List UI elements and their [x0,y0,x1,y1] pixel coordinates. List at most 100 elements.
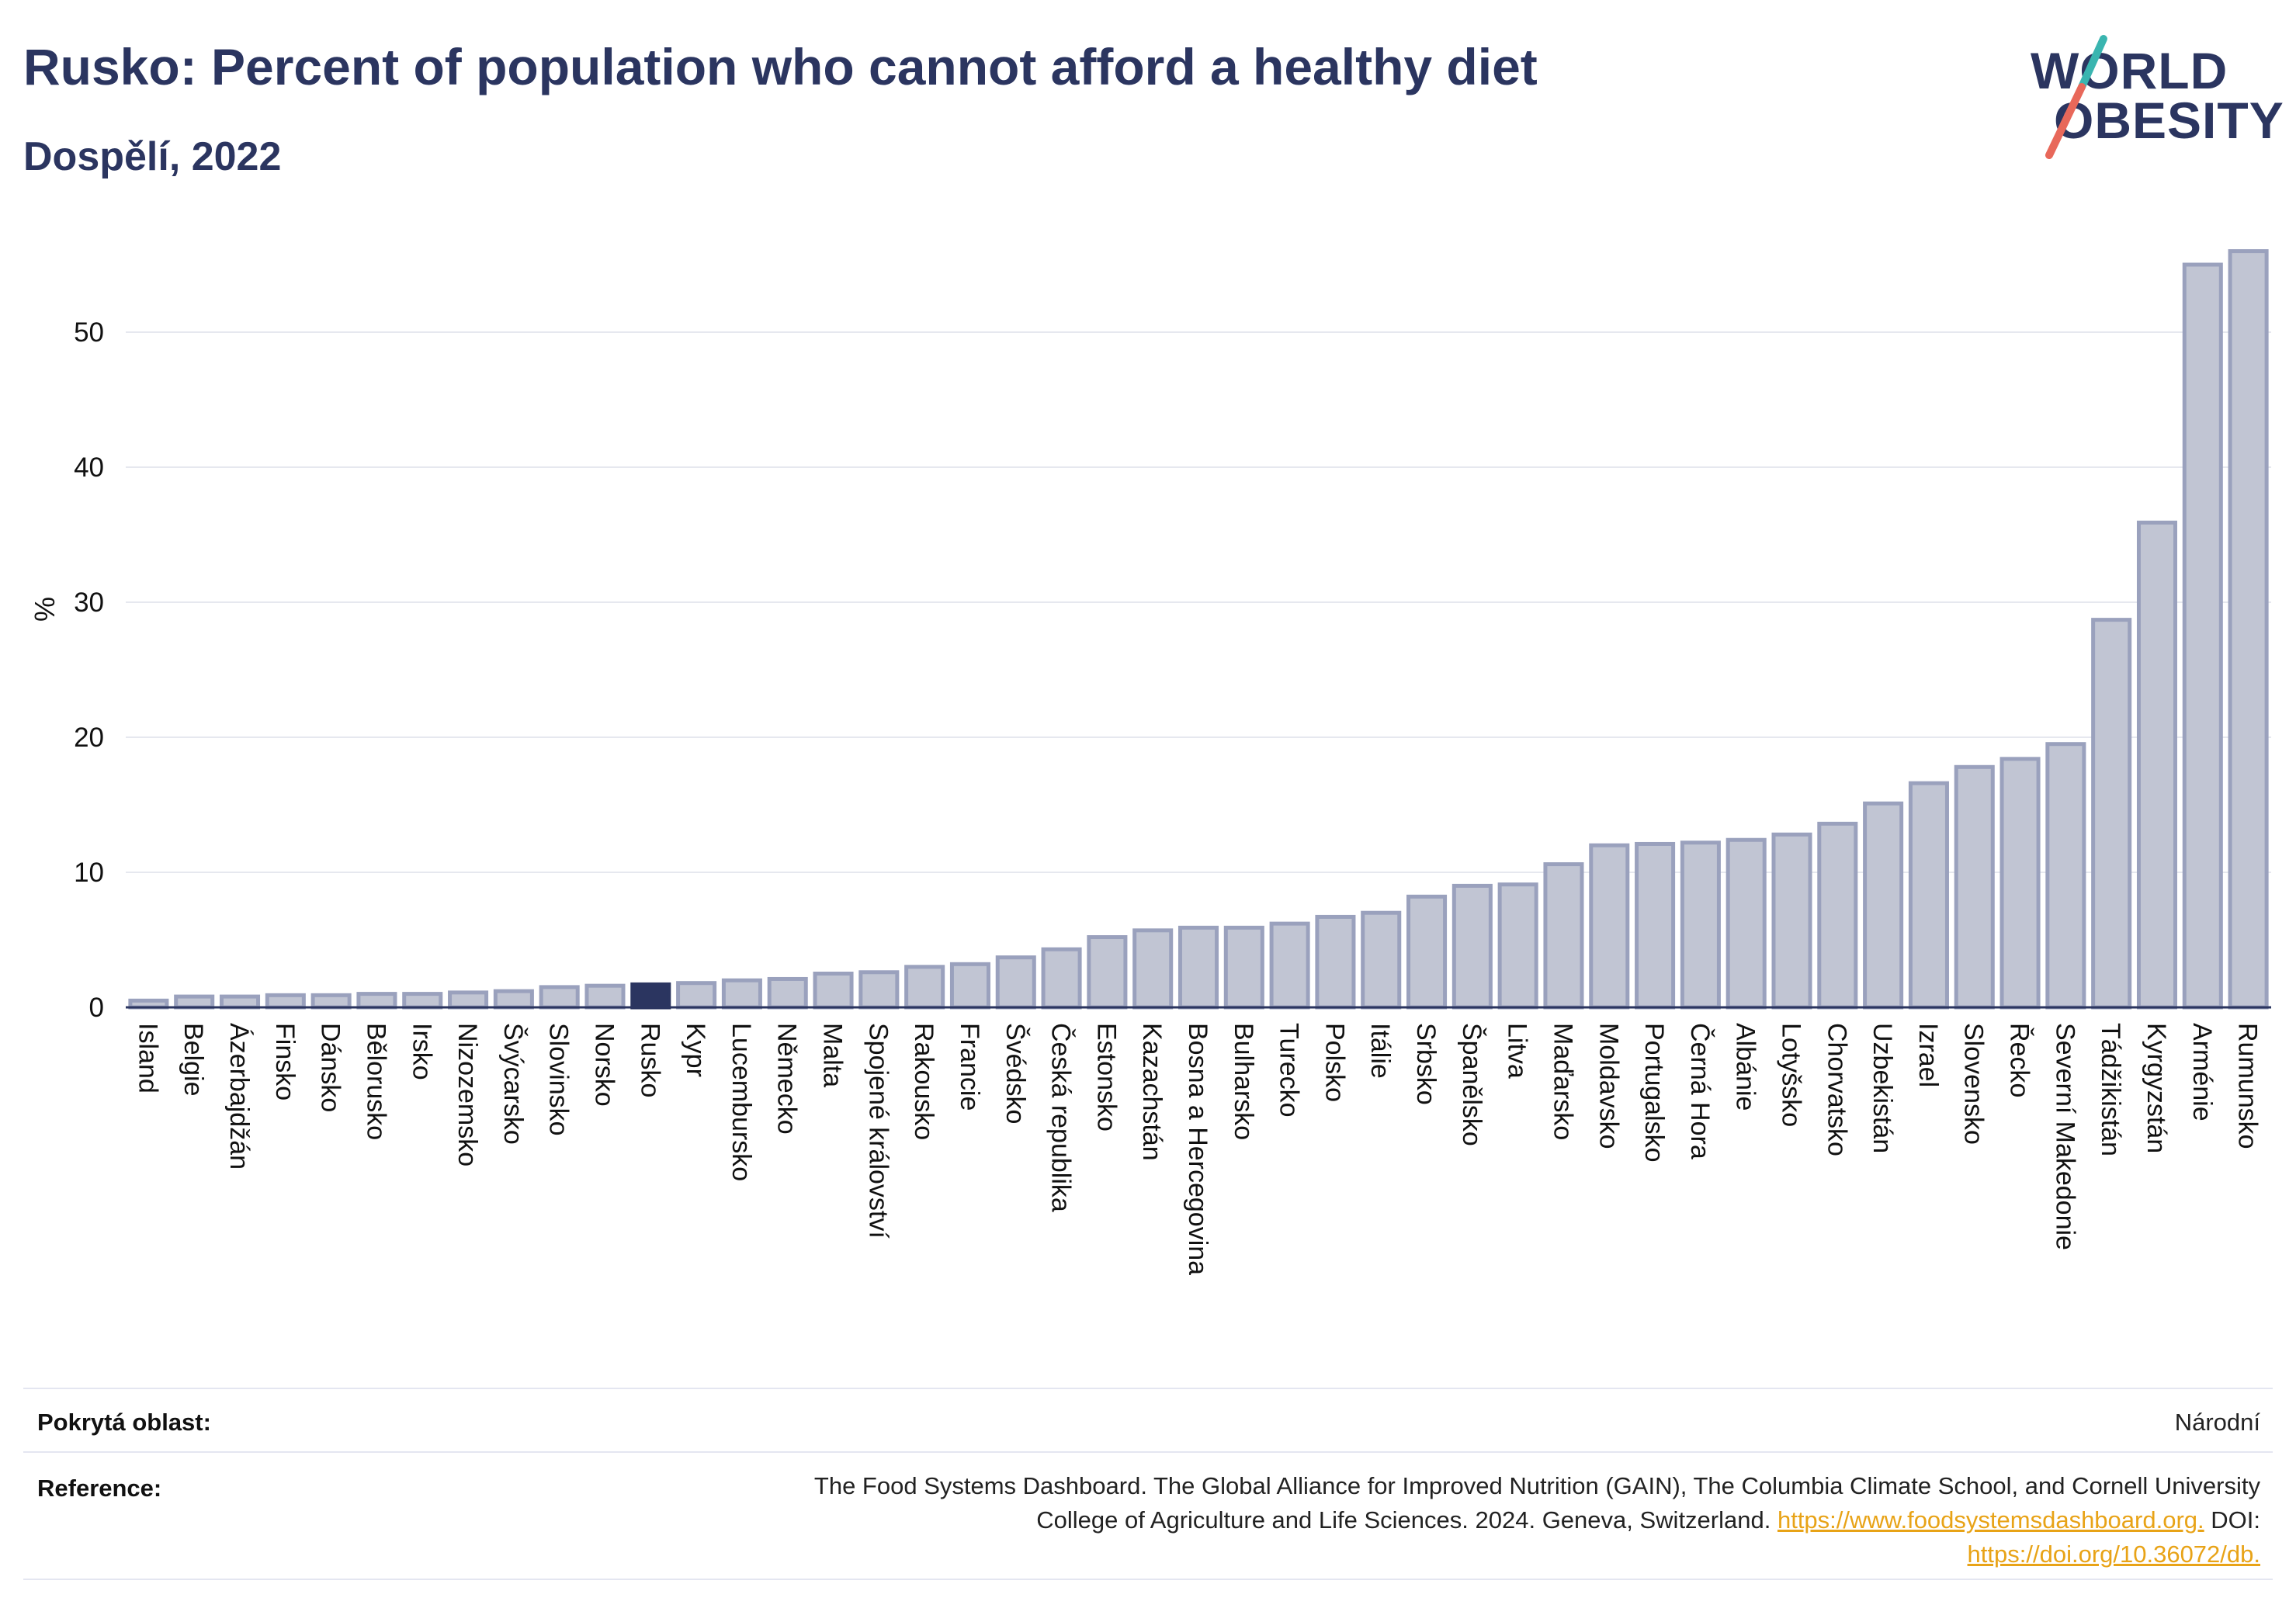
bar [676,981,717,1010]
x-tick-label: Dánsko [316,1023,345,1112]
bar [813,972,854,1010]
x-tick-label: Severní Makedonie [2050,1023,2079,1250]
x-tick-label: Finsko [270,1023,300,1100]
x-tick-label: Estonsko [1091,1023,1121,1132]
x-tick-label: Ázerbajdžán [224,1023,254,1170]
logo-line-obesity: OBESITY [2054,92,2284,149]
bar [1177,925,1219,1010]
reference-line-3: https://doi.org/10.36072/db. [814,1537,2260,1572]
bar [1999,757,2041,1010]
x-tick-label: Řecko [2005,1023,2034,1097]
x-tick-label: Spojené království [863,1023,893,1239]
bar [2045,742,2086,1010]
reference-link-dashboard[interactable]: https://www.foodsystemsdashboard.org. [1777,1506,2204,1534]
bar [767,976,808,1010]
bar [1269,921,1310,1010]
x-tick-label: Bosna a Hercegovina [1183,1023,1212,1275]
bar [1132,928,1174,1010]
bar [448,990,489,1010]
bar [310,993,352,1010]
bar [1361,910,1402,1010]
x-tick-label: Kypr [681,1023,710,1077]
x-tick-label: Francie [955,1023,984,1111]
x-tick-label: Portugalsko [1639,1023,1669,1163]
bar [1817,821,1858,1010]
bar [1451,883,1493,1010]
axes: 0 10 20 30 40 50 Island Belgie Ázerbajdžán Finsko… [74,317,2271,1275]
x-tick-label: Turecko [1275,1023,1304,1118]
reference-line-2: College of Agriculture and Life Sciences… [814,1503,2260,1537]
bar [174,994,215,1010]
bar [1041,947,1082,1010]
reference-line-2-text: College of Agriculture and Life Sciences… [1036,1506,1771,1534]
x-tick-label: Rumunsko [2233,1023,2263,1149]
world-obesity-logo: WORLD OBESITY [2026,23,2284,163]
bar [493,989,534,1010]
x-tick-label: Island [133,1023,162,1093]
x-tick-label: Malta [818,1023,848,1087]
bar [356,992,397,1010]
bar [584,983,626,1010]
x-tick-label: Moldavsko [1594,1023,1623,1149]
x-tick-label: Slovinsko [544,1023,574,1136]
bar [1680,840,1721,1010]
x-tick-label: Albánie [1731,1023,1760,1111]
reference-label: Reference: [37,1475,162,1502]
x-tick-label: Kyrgyzstán [2142,1023,2171,1153]
footer-divider [23,1579,2273,1580]
y-tick-label: 10 [74,858,104,888]
reference-text: The Food Systems Dashboard. The Global A… [814,1469,2260,1572]
x-tick-label: Španělsko [1457,1023,1486,1146]
y-axis-label: % [29,597,61,622]
bar [1406,894,1448,1010]
x-tick-label: Belgie [179,1023,208,1097]
bar [721,978,762,1010]
reference-doi-label: DOI: [2211,1506,2260,1534]
bar [1223,925,1264,1010]
x-tick-label: Švédsko [1001,1023,1030,1124]
chart-title: Rusko: Percent of population who cannot … [23,38,1538,95]
x-tick-label: Lucembursko [727,1023,756,1181]
bar [1954,764,1995,1010]
chart-subtitle: Dospělí, 2022 [23,134,282,179]
bar [219,994,261,1010]
reference-link-doi[interactable]: https://doi.org/10.36072/db. [1967,1541,2260,1568]
x-tick-label: Bělorusko [361,1023,390,1140]
x-tick-label: Rusko [635,1023,664,1097]
bar [2091,618,2132,1010]
x-tick-label: Izrael [1913,1023,1943,1087]
bar [1908,781,1949,1010]
x-tick-label: Tádžikistán [2096,1023,2125,1156]
x-tick-label: Maďarsko [1548,1023,1577,1140]
x-tick-label: Nizozemsko [453,1023,482,1166]
x-tick-label: Slovensko [1959,1023,1989,1145]
x-tick-label: Itálie [1365,1023,1395,1079]
x-tick-label: Srbsko [1411,1023,1441,1105]
bar [858,970,900,1010]
bar [402,992,443,1010]
x-tick-label: Norsko [589,1023,619,1107]
coverage-value: Národní [2174,1409,2260,1436]
x-tick-label: Rakousko [909,1023,938,1140]
y-tick-label: 40 [74,452,104,483]
x-tick-label: Irsko [407,1023,436,1080]
bar [1635,841,1676,1010]
logo-slash-icon [2045,35,2107,159]
x-tick-label: Kazachstán [1137,1023,1167,1161]
bar [2228,249,2269,1010]
x-tick-label: Česká republika [1046,1023,1076,1212]
bar [630,982,671,1010]
bar [265,993,306,1010]
bar-chart: 0 10 20 30 40 50 Island Belgie Ázerbajdžán Finsko… [29,249,2271,1275]
bar [1543,862,1584,1010]
y-tick-label: 50 [74,317,104,348]
bar [995,955,1036,1010]
x-tick-label: Chorvatsko [1822,1023,1851,1156]
bar [904,965,945,1010]
bar [1315,914,1356,1010]
x-tick-label: Bulharsko [1229,1023,1258,1140]
bar [1771,832,1812,1010]
gridlines [126,331,2271,873]
bar [1087,935,1128,1010]
x-tick-label: Černá Hora [1685,1023,1715,1159]
